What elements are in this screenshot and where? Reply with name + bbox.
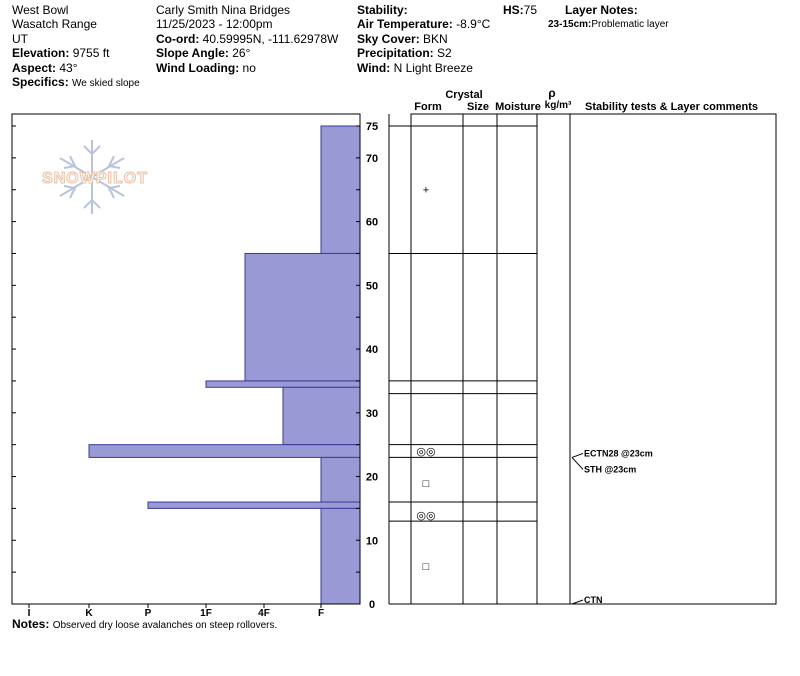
notes: Notes: Observed dry loose avalanches on … — [12, 617, 278, 631]
header-moisture: Moisture — [495, 101, 541, 113]
wind-loading: Wind Loading: no — [156, 61, 256, 75]
layer-note: 23-15cm:Problematic layer — [548, 19, 669, 30]
stability-test-label: STH @23cm — [584, 464, 636, 474]
depth-label: 50 — [366, 280, 378, 292]
hardness-bar — [244, 252, 361, 382]
header-size: Size — [467, 101, 489, 113]
stability-test-pointer — [571, 599, 584, 605]
location: West Bowl — [12, 3, 69, 17]
specifics: Specifics: We skied slope — [12, 75, 140, 89]
grain-form-symbol: + — [423, 185, 429, 197]
hardness-label: 4F — [258, 608, 270, 619]
layer-table-frame — [410, 113, 777, 605]
date-time: 11/25/2023 - 12:00pm — [156, 17, 273, 31]
air-temperature: Air Temperature: -8.9°C — [357, 17, 491, 31]
aspect: Aspect: 43° — [12, 61, 78, 75]
layer-notes-label: Layer Notes: — [565, 3, 638, 17]
snow-profile-chart: SNOWPILOT I K P 1F 4F F 0 10 20 30 40 50 60 70 75 Cry… — [11, 86, 777, 619]
elevation: Elevation: 9755 ft — [12, 46, 110, 60]
depth-label: 70 — [366, 153, 378, 165]
header-crystal: Crystal — [445, 89, 482, 101]
hardness-bar — [320, 507, 361, 605]
depth-label: 40 — [366, 344, 378, 356]
header-rho: ρ — [548, 86, 555, 100]
hardness-label: I — [28, 608, 31, 619]
hardness-bar — [205, 380, 361, 388]
depth-label: 0 — [369, 599, 375, 611]
grain-form-symbol: □ — [423, 561, 430, 573]
snow-height: HS:75 — [503, 3, 538, 17]
logo-text: SNOWPILOT — [42, 170, 148, 187]
depth-label: 60 — [366, 217, 378, 229]
hardness-bar — [88, 444, 361, 458]
grain-form-symbol: ◎◎ — [416, 446, 435, 458]
snowflake-icon — [59, 140, 125, 214]
hardness-label: F — [318, 608, 324, 619]
stability-label: Stability: — [357, 3, 408, 17]
hardness-bar — [282, 386, 361, 446]
grain-form-symbol: □ — [423, 478, 430, 490]
snowpilot-logo: SNOWPILOT — [42, 140, 148, 214]
wind: Wind: N Light Breeze — [357, 61, 473, 75]
header-stability-tests: Stability tests & Layer comments — [585, 101, 758, 113]
hardness-bar — [320, 456, 361, 503]
mountain-range: Wasatch Range — [12, 17, 97, 31]
depth-label: 75 — [366, 121, 378, 133]
precipitation: Precipitation: S2 — [357, 46, 452, 60]
stability-test-pointer — [571, 457, 584, 470]
depth-label: 20 — [366, 472, 378, 484]
stability-test-pointer — [571, 452, 584, 458]
stability-test-label: ECTN28 @23cm — [584, 448, 653, 458]
depth-label: 30 — [366, 408, 378, 420]
hardness-label: 1F — [200, 608, 212, 619]
depth-label: 10 — [366, 535, 378, 547]
grain-form-symbol: ◎◎ — [416, 510, 435, 522]
stability-test-label: CTN — [584, 595, 603, 605]
coordinates: Co-ord: 40.59995N, -111.62978W — [156, 32, 339, 46]
sky-cover: Sky Cover: BKN — [357, 32, 448, 46]
slope-angle: Slope Angle: 26° — [156, 46, 251, 60]
hardness-bar — [320, 125, 361, 254]
state: UT — [12, 32, 28, 46]
hardness-label: P — [145, 608, 152, 619]
hardness-bar — [147, 501, 361, 509]
hardness-label: K — [85, 608, 93, 619]
observers: Carly Smith Nina Bridges — [156, 3, 291, 17]
header-form: Form — [414, 101, 442, 113]
header-density-unit: kg/m³ — [545, 100, 572, 111]
